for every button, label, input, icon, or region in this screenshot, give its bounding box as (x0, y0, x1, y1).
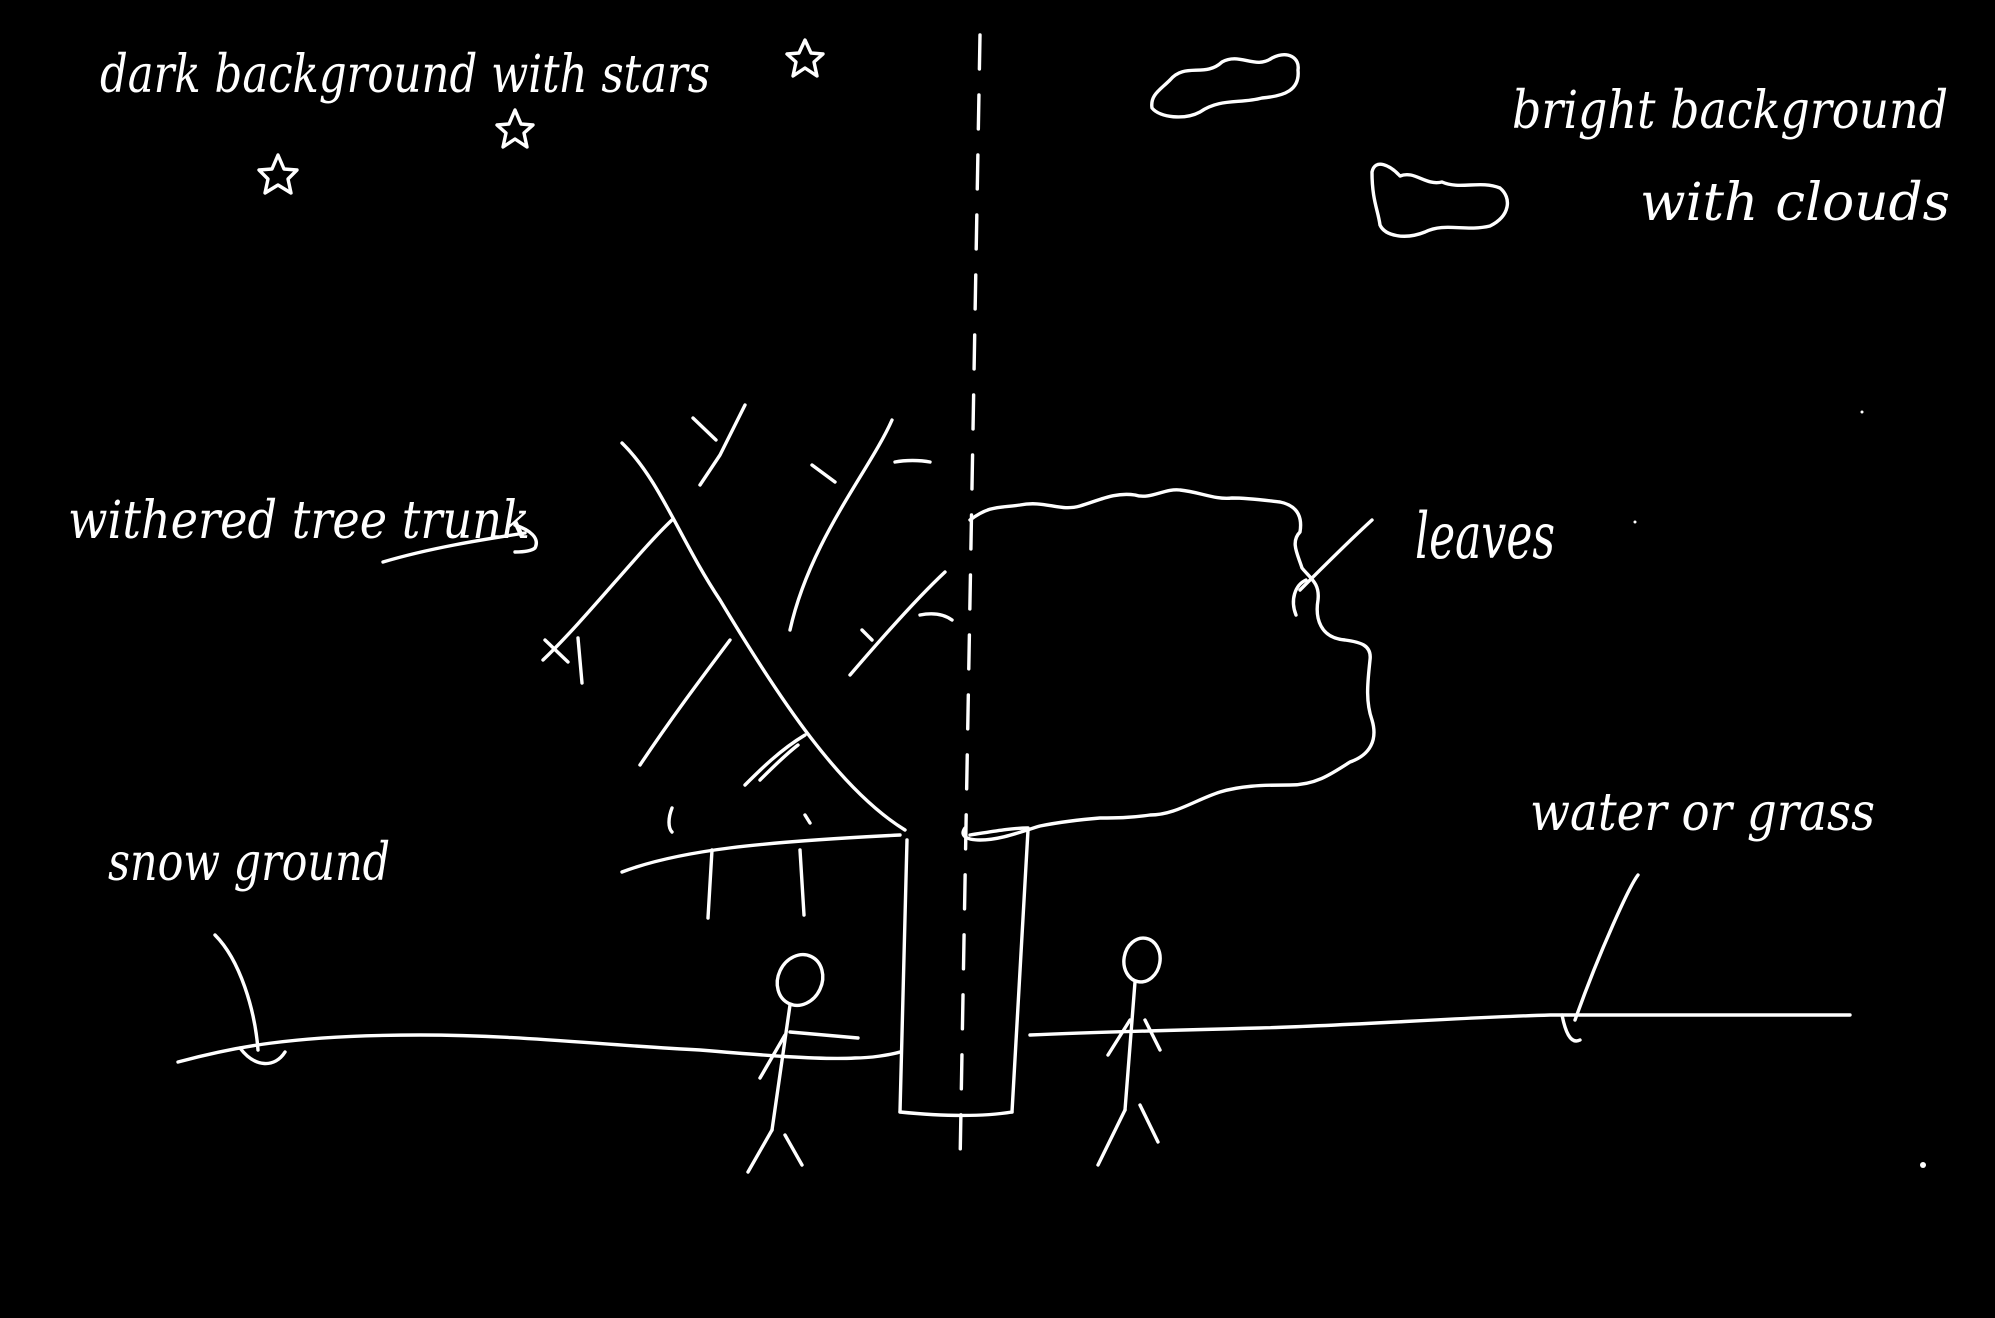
branch-tip (576, 636, 584, 685)
label-water-or-grass: water or grass (1530, 783, 1875, 843)
figure-arm-right (1143, 1018, 1162, 1052)
label-leaves: leaves (1415, 500, 1555, 574)
label-bright-background: bright background (1512, 81, 1948, 141)
branch (848, 570, 947, 677)
label-with-clouds: with clouds (1640, 173, 1950, 233)
icicle (706, 848, 714, 920)
branch (638, 638, 732, 767)
withered-tree-branches (541, 403, 954, 920)
leaves-crown (961, 488, 1376, 842)
figure-leg-right (783, 1133, 804, 1167)
label-withered-tree-trunk: withered tree trunk (68, 491, 530, 551)
branch-main (620, 441, 907, 832)
branch (810, 463, 837, 484)
branch-tip (860, 628, 874, 642)
branch-tip (691, 416, 718, 442)
branch (541, 518, 674, 662)
figure-body (1123, 980, 1137, 1112)
star-icon (495, 108, 535, 149)
label-dark-background: dark background with stars (100, 45, 710, 105)
divider-dashed-line (958, 33, 982, 1167)
branch (788, 418, 894, 632)
stick-figure-right (1096, 936, 1162, 1167)
stray-dot (1633, 520, 1637, 524)
figure-leg-left (746, 1128, 774, 1174)
stray-dot (1860, 410, 1864, 414)
figure-head (1122, 936, 1162, 984)
trunk-left-edge (898, 838, 909, 1114)
branch (743, 733, 807, 787)
clouds-group (1150, 53, 1510, 238)
branch-tip (543, 638, 570, 664)
leaves-pointer-line (1298, 518, 1374, 592)
trunk-right-edge (1010, 828, 1030, 1114)
figure-arm-left (758, 1033, 787, 1080)
cloud-icon (1150, 53, 1300, 119)
snow-ground-marker (238, 1046, 287, 1066)
tree-trunk (898, 826, 1030, 1118)
figure-arm-right (788, 1030, 860, 1040)
star-icon (785, 38, 825, 78)
snow-ground-pointer (213, 933, 260, 1052)
arrow-line (381, 531, 527, 564)
stars-group (257, 38, 825, 195)
figure-leg-left (1096, 1108, 1127, 1167)
snow-tick (803, 813, 812, 825)
label-snow-ground: snow ground (108, 833, 390, 893)
figure-leg-right (1138, 1103, 1160, 1144)
stick-figure-left (746, 952, 860, 1174)
water-grass-pointer (1573, 873, 1640, 1022)
star-icon (257, 153, 299, 195)
figure-head (775, 952, 825, 1008)
branch (918, 612, 954, 622)
branch-tip (698, 403, 747, 487)
branch (893, 458, 932, 464)
snow-ledge (620, 833, 902, 874)
leaves-pointer-hook (1291, 578, 1308, 617)
snow-tick (667, 806, 674, 834)
arrow-head (513, 523, 538, 554)
grass-ground-line (1028, 1013, 1852, 1037)
cloud-icon (1370, 162, 1510, 238)
trunk-base (898, 1110, 1014, 1118)
snow-ground-line (176, 1033, 902, 1064)
branch (758, 743, 800, 782)
trunk-top-ledge (968, 826, 1030, 837)
water-grass-marker (1560, 1013, 1582, 1043)
figure-body (770, 1003, 792, 1132)
figure-arm-left (1106, 1018, 1132, 1057)
stray-dot (1920, 1162, 1926, 1168)
icicle (798, 848, 806, 917)
